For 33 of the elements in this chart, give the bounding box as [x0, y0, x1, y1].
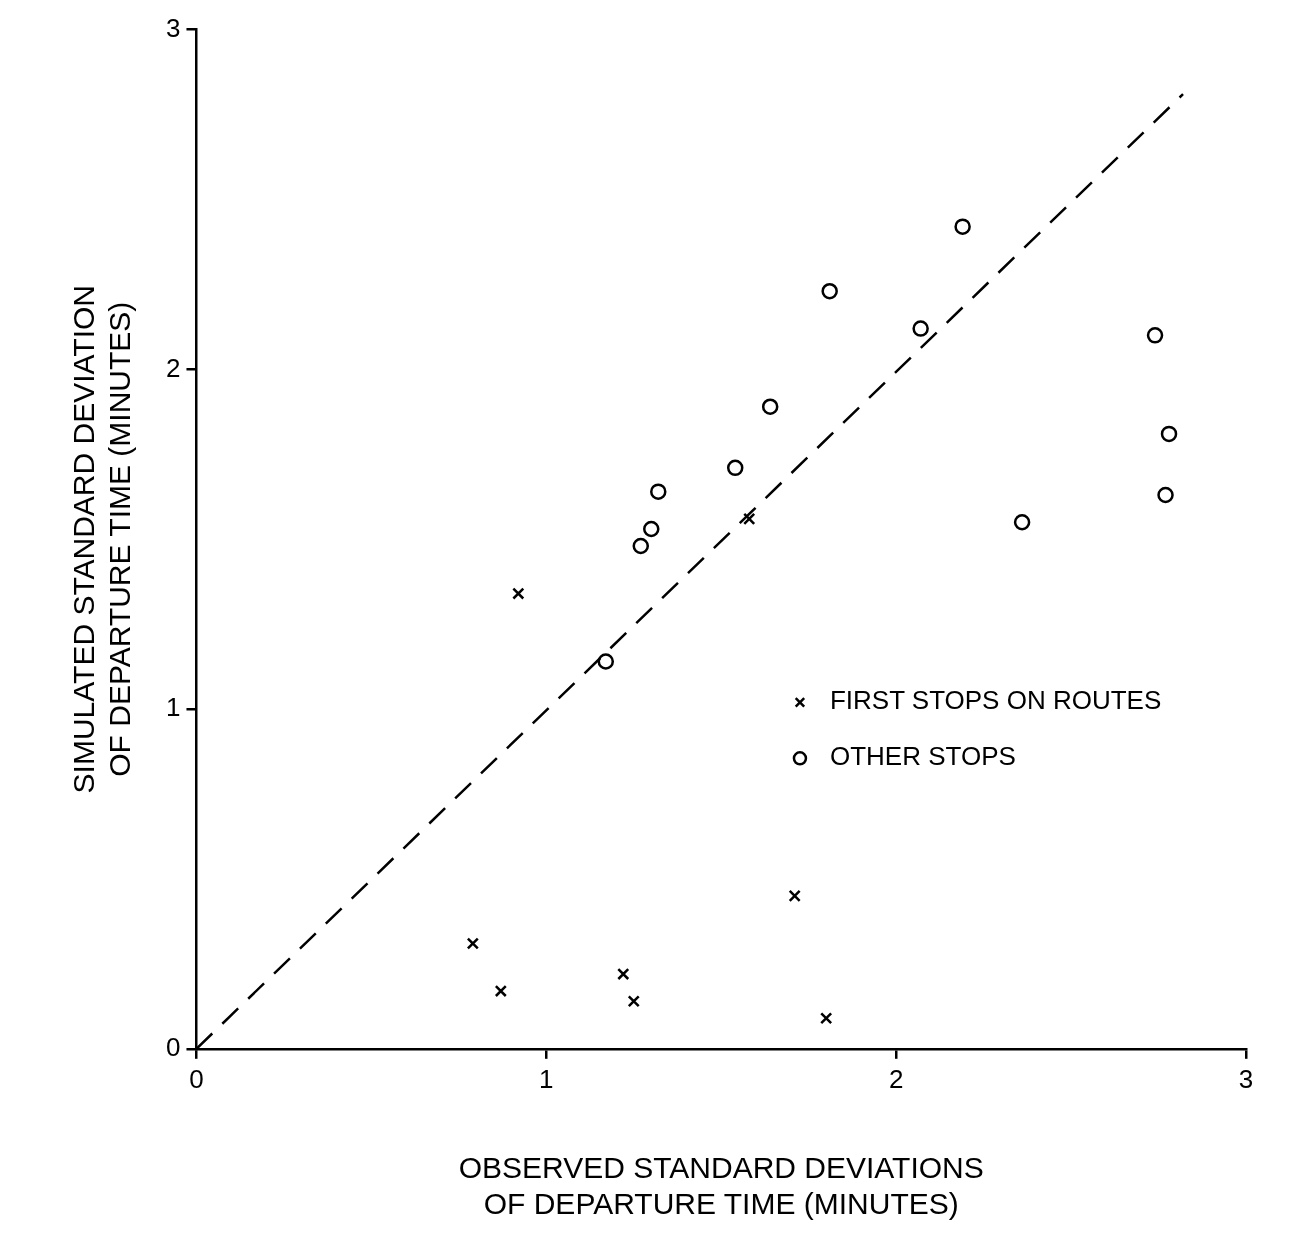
point — [597, 653, 615, 670]
point — [743, 512, 756, 526]
point — [819, 1012, 833, 1025]
x-tick-label: 2 — [888, 1063, 904, 1094]
point — [1160, 425, 1178, 443]
point — [1157, 486, 1174, 504]
point — [726, 459, 744, 477]
y-axis-title: SIMULATED STANDARD DEVIATION OF DEPARTURE TIME (MINUTES) — [67, 285, 137, 794]
point — [912, 320, 929, 337]
x-tick-label: 3 — [1238, 1063, 1254, 1094]
point — [821, 282, 838, 300]
y-tick-label: 3 — [165, 12, 181, 43]
point — [788, 889, 801, 903]
point — [954, 218, 971, 235]
point — [1146, 327, 1164, 344]
legend-label: OTHER STOPS — [829, 741, 1016, 772]
x-axis-title: OBSERVED STANDARD DEVIATIONS OF DEPARTURE TIME (MINUTES) — [458, 1151, 984, 1221]
x-tick-label: 0 — [189, 1063, 204, 1094]
point — [617, 967, 630, 981]
point — [650, 483, 667, 500]
y-tick-label: 0 — [165, 1031, 181, 1062]
point — [512, 587, 525, 600]
point — [466, 937, 480, 950]
y-tick-label: 2 — [165, 352, 181, 383]
point — [632, 537, 650, 555]
point — [643, 520, 660, 538]
legend-label: FIRST STOPS ON ROUTES — [829, 685, 1162, 716]
y-tick-label: 1 — [165, 692, 181, 723]
point — [627, 995, 640, 1008]
point — [494, 984, 508, 998]
point — [1013, 513, 1031, 531]
x-tick-label: 1 — [539, 1063, 554, 1094]
point — [761, 398, 779, 415]
